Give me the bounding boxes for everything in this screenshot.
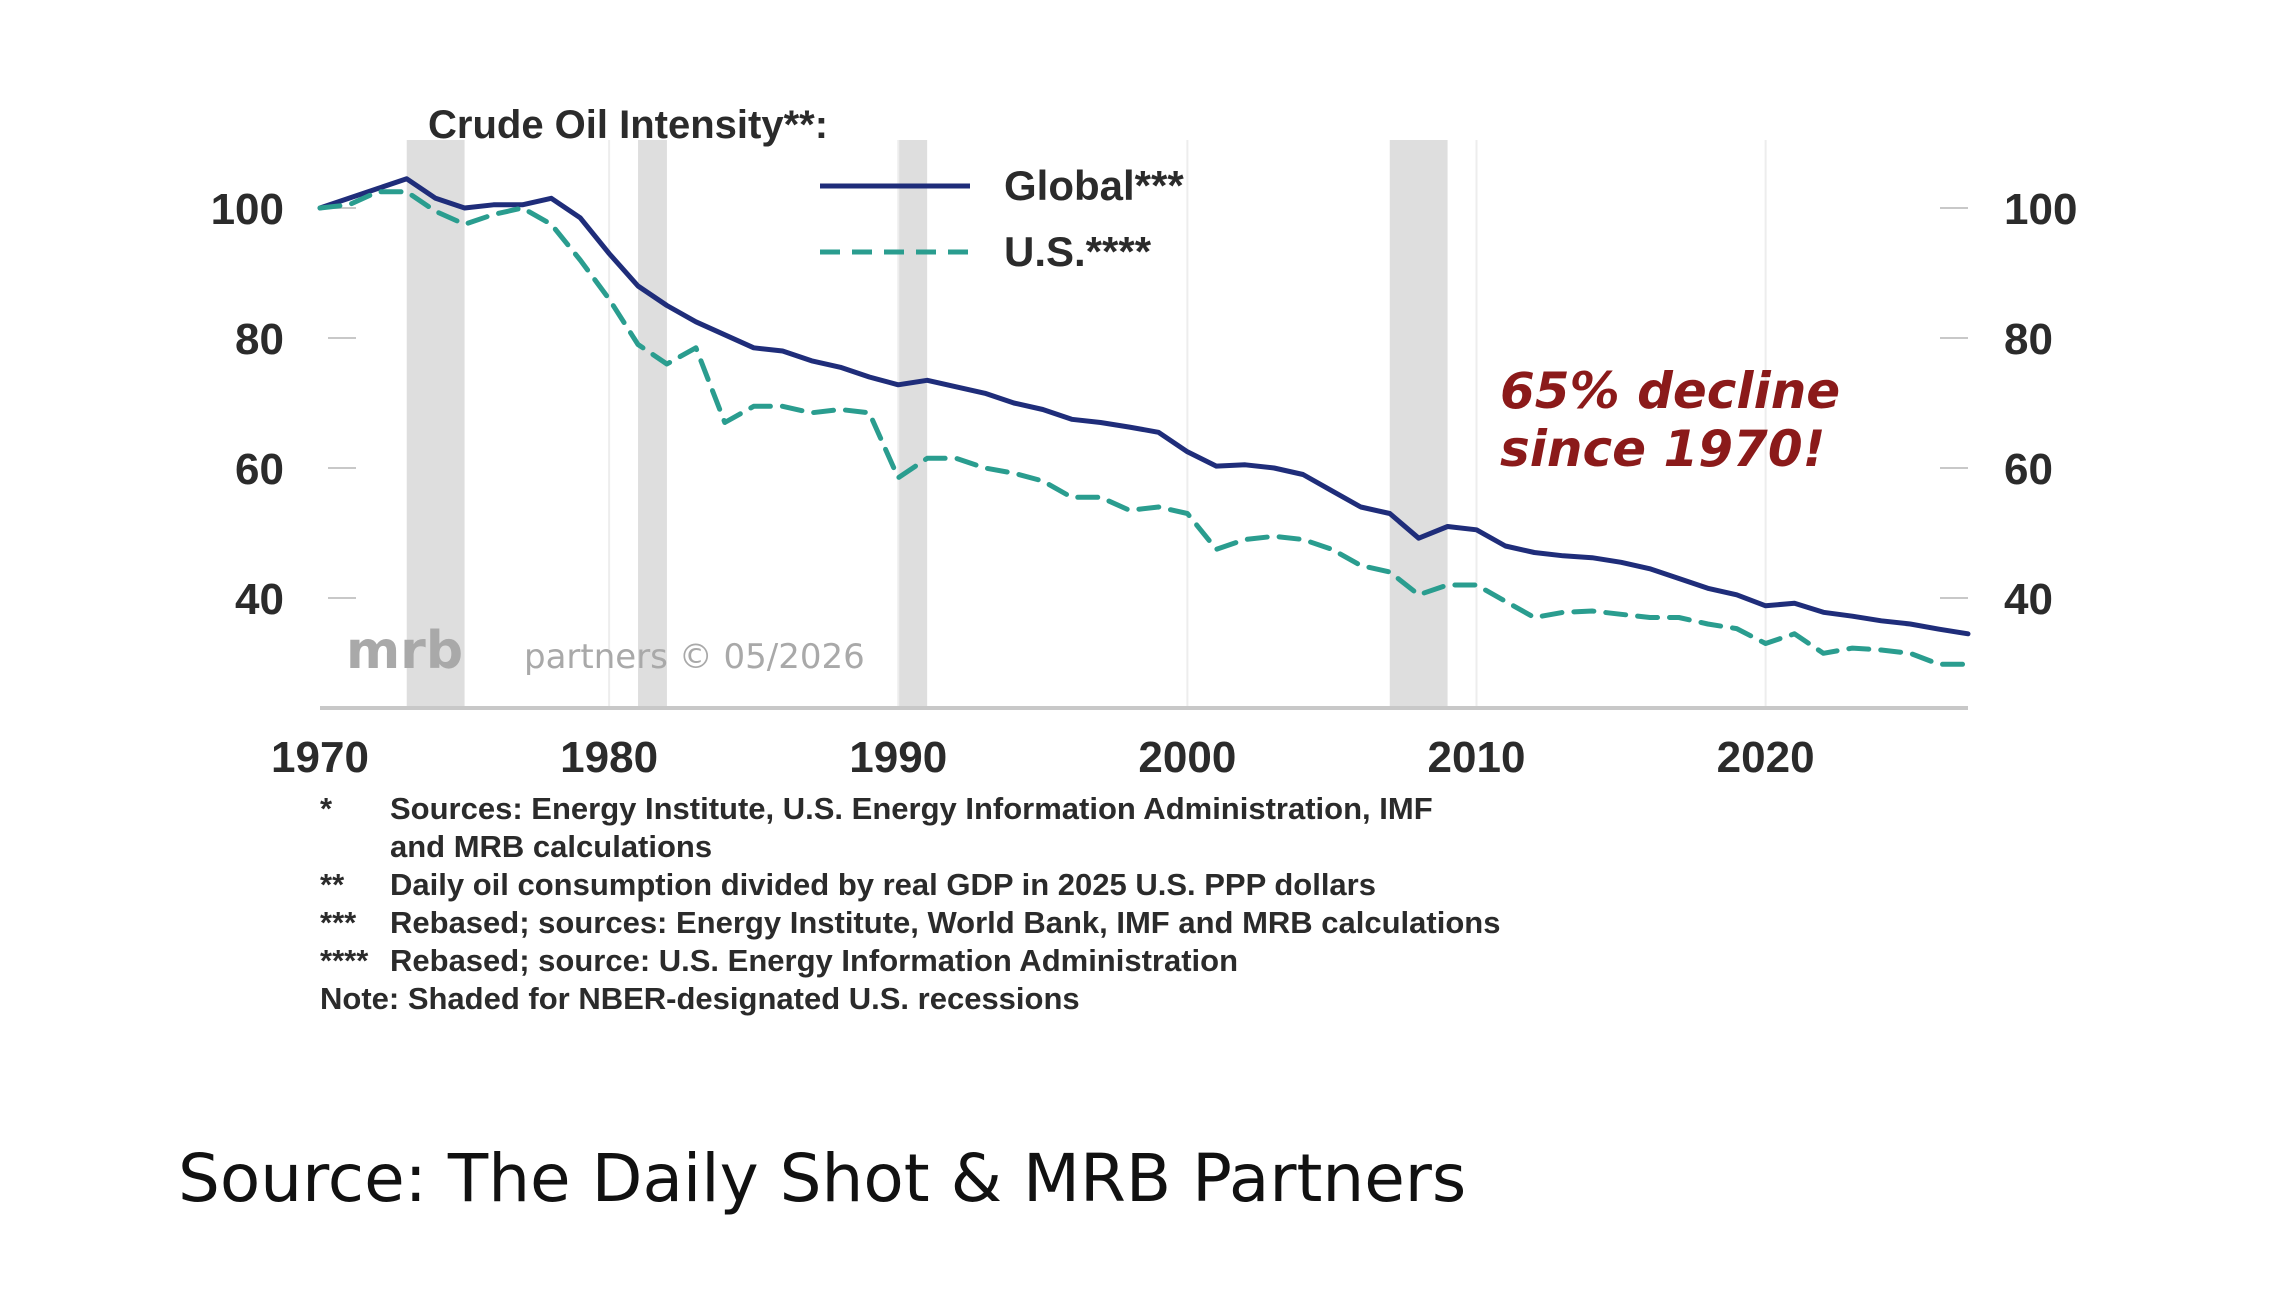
footnote-marker: **	[320, 867, 345, 902]
recession-band-2	[898, 140, 928, 708]
grid-lines	[328, 140, 1968, 708]
y-tick-label-left: 60	[235, 445, 284, 494]
watermark-brand: mrb	[346, 621, 463, 681]
legend-global-label: Global***	[1004, 162, 1184, 209]
footnote-4: **** Rebased; source: U.S. Energy Inform…	[320, 942, 2020, 980]
footnote-text: Daily oil consumption divided by real GD…	[390, 867, 1376, 902]
footnote-marker: ****	[320, 943, 369, 978]
x-tick-label: 2010	[1428, 733, 1526, 782]
footnote-text: Rebased; sources: Energy Institute, Worl…	[390, 905, 1501, 940]
y-tick-label-right: 80	[2004, 315, 2053, 364]
footnote-marker: *	[320, 791, 333, 826]
x-tick-label: 2000	[1138, 733, 1236, 782]
footnote-marker: ***	[320, 905, 357, 940]
y-tick-label-right: 60	[2004, 445, 2053, 494]
recession-note: Note: Shaded for NBER-designated U.S. re…	[320, 981, 1080, 1016]
legend: Global*** U.S.****	[820, 162, 1184, 275]
footnote-text: Sources: Energy Institute, U.S. Energy I…	[390, 791, 1433, 826]
x-tick-label: 1970	[271, 733, 369, 782]
series-line-global	[317, 176, 1971, 637]
annotation-line-2: since 1970!	[1500, 420, 1825, 478]
y-tick-label-left: 80	[235, 315, 284, 364]
legend-us-label: U.S.****	[1004, 228, 1152, 275]
footnote-text: and MRB calculations	[390, 829, 713, 864]
series-lines	[317, 176, 1971, 667]
footnote-1: * Sources: Energy Institute, U.S. Energy…	[320, 790, 2020, 828]
y-tick-label-right: 100	[2004, 185, 2077, 234]
footnote-3: *** Rebased; sources: Energy Institute, …	[320, 904, 2020, 942]
recession-band-1	[638, 140, 667, 708]
chart-title: Crude Oil Intensity**:	[428, 103, 828, 147]
recession-shading	[406, 140, 1448, 708]
footnote-1-continuation: and MRB calculations	[320, 828, 2020, 866]
footnotes: * Sources: Energy Institute, U.S. Energy…	[320, 790, 2020, 1018]
recession-band-0	[406, 140, 465, 708]
tick-labels: 1970 1980 1990 2000 2010 2020 40 40 60 60 80 80 100 1…	[211, 185, 2078, 782]
recession-band-3	[1389, 140, 1448, 708]
y-tick-label-left: 40	[235, 575, 284, 624]
annotation-line-1: 65% decline	[1500, 362, 1840, 420]
y-tick-label-left: 100	[211, 185, 284, 234]
x-tick-label: 1980	[560, 733, 658, 782]
y-tick-label-right: 40	[2004, 575, 2053, 624]
x-tick-label: 1990	[849, 733, 947, 782]
watermark-text: partners © 05/2026	[524, 637, 865, 677]
series-line-us	[317, 189, 1971, 667]
footnote-text: Rebased; source: U.S. Energy Information…	[390, 943, 1239, 978]
footnote-2: ** Daily oil consumption divided by real…	[320, 866, 2020, 904]
source-credit: Source: The Daily Shot & MRB Partners	[178, 1140, 1467, 1217]
x-tick-label: 2020	[1717, 733, 1815, 782]
